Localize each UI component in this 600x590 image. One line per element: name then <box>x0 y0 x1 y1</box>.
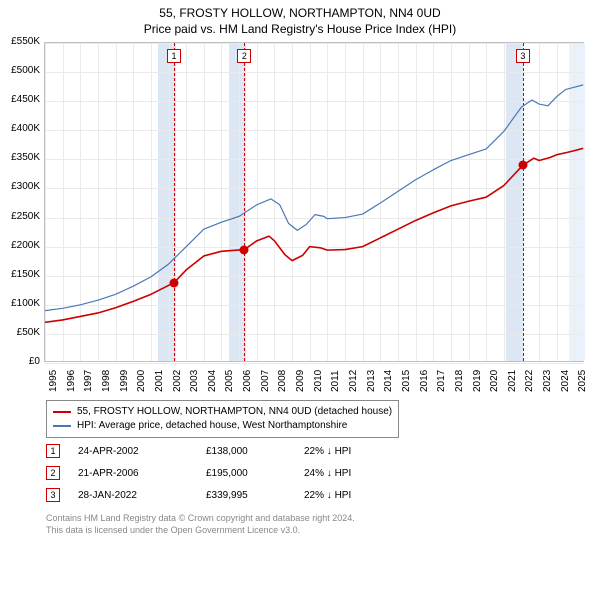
event-row: 1 24-APR-2002 £138,000 22% ↓ HPI <box>46 440 394 462</box>
sale-marker <box>240 245 249 254</box>
x-tick-label: 2009 <box>295 370 306 392</box>
y-tick-label: £100K <box>2 298 40 309</box>
x-tick-label: 2020 <box>489 370 500 392</box>
y-tick-label: £0 <box>2 356 40 367</box>
x-tick-label: 1998 <box>101 370 112 392</box>
x-tick-label: 2008 <box>277 370 288 392</box>
y-tick-label: £300K <box>2 181 40 192</box>
x-tick-label: 2015 <box>401 370 412 392</box>
y-gridline <box>45 363 583 364</box>
x-tick-label: 2007 <box>260 370 271 392</box>
event-row-price: £339,995 <box>206 490 286 501</box>
legend-label-property: 55, FROSTY HOLLOW, NORTHAMPTON, NN4 0UD … <box>77 405 392 419</box>
y-tick-label: £400K <box>2 123 40 134</box>
x-tick-label: 2019 <box>472 370 483 392</box>
events-table: 1 24-APR-2002 £138,000 22% ↓ HPI 2 21-APR-200… <box>46 440 394 506</box>
x-tick-label: 2004 <box>207 370 218 392</box>
event-row-flag: 2 <box>46 466 60 480</box>
event-row-date: 21-APR-2006 <box>78 468 188 479</box>
x-tick-label: 2016 <box>419 370 430 392</box>
x-tick-label: 1996 <box>66 370 77 392</box>
x-tick-label: 2001 <box>154 370 165 392</box>
x-tick-label: 2010 <box>313 370 324 392</box>
x-tick-label: 2012 <box>348 370 359 392</box>
x-tick-label: 2011 <box>330 370 341 392</box>
title-main: 55, FROSTY HOLLOW, NORTHAMPTON, NN4 0UD <box>0 6 600 20</box>
y-tick-label: £500K <box>2 65 40 76</box>
event-row-date: 24-APR-2002 <box>78 446 188 457</box>
event-row-price: £195,000 <box>206 468 286 479</box>
page-root: 55, FROSTY HOLLOW, NORTHAMPTON, NN4 0UD … <box>0 0 600 590</box>
x-tick-label: 2013 <box>366 370 377 392</box>
footer-line1: Contains HM Land Registry data © Crown c… <box>46 512 355 524</box>
x-tick-label: 2006 <box>242 370 253 392</box>
event-row-price: £138,000 <box>206 446 286 457</box>
legend-box: 55, FROSTY HOLLOW, NORTHAMPTON, NN4 0UD … <box>46 400 399 438</box>
x-tick-label: 2024 <box>560 370 571 392</box>
event-row: 2 21-APR-2006 £195,000 24% ↓ HPI <box>46 462 394 484</box>
x-tick-label: 1997 <box>83 370 94 392</box>
x-tick-label: 1999 <box>119 370 130 392</box>
x-tick-label: 2022 <box>524 370 535 392</box>
x-tick-label: 2000 <box>136 370 147 392</box>
x-tick-label: 2023 <box>542 370 553 392</box>
event-row-date: 28-JAN-2022 <box>78 490 188 501</box>
x-tick-label: 2014 <box>383 370 394 392</box>
event-row-pct: 24% ↓ HPI <box>304 468 394 479</box>
footer: Contains HM Land Registry data © Crown c… <box>46 512 355 536</box>
y-tick-label: £250K <box>2 211 40 222</box>
y-tick-label: £350K <box>2 152 40 163</box>
x-tick-label: 2025 <box>577 370 588 392</box>
footer-line2: This data is licensed under the Open Gov… <box>46 524 355 536</box>
x-tick-label: 2005 <box>224 370 235 392</box>
series-line-hpi <box>45 85 583 311</box>
legend-row-hpi: HPI: Average price, detached house, West… <box>53 419 392 433</box>
event-row-pct: 22% ↓ HPI <box>304 446 394 457</box>
titles-block: 55, FROSTY HOLLOW, NORTHAMPTON, NN4 0UD … <box>0 0 600 36</box>
x-tick-label: 2002 <box>172 370 183 392</box>
legend-swatch-property <box>53 411 71 413</box>
sale-marker <box>518 161 527 170</box>
title-sub: Price paid vs. HM Land Registry's House … <box>0 22 600 36</box>
chart-svg <box>45 43 585 363</box>
event-row-flag: 1 <box>46 444 60 458</box>
x-tick-label: 2021 <box>507 370 518 392</box>
event-row-flag: 3 <box>46 488 60 502</box>
x-tick-label: 2018 <box>454 370 465 392</box>
y-tick-label: £450K <box>2 94 40 105</box>
legend-label-hpi: HPI: Average price, detached house, West… <box>77 419 347 433</box>
legend-row-property: 55, FROSTY HOLLOW, NORTHAMPTON, NN4 0UD … <box>53 405 392 419</box>
sale-marker <box>170 278 179 287</box>
event-row: 3 28-JAN-2022 £339,995 22% ↓ HPI <box>46 484 394 506</box>
chart-area: 123 <box>44 42 584 362</box>
y-tick-label: £200K <box>2 240 40 251</box>
x-tick-label: 1995 <box>48 370 59 392</box>
y-tick-label: £150K <box>2 269 40 280</box>
series-line-property <box>45 148 583 322</box>
y-tick-label: £550K <box>2 36 40 47</box>
x-tick-label: 2017 <box>436 370 447 392</box>
event-row-pct: 22% ↓ HPI <box>304 490 394 501</box>
legend-swatch-hpi <box>53 425 71 427</box>
y-tick-label: £50K <box>2 327 40 338</box>
x-tick-label: 2003 <box>189 370 200 392</box>
